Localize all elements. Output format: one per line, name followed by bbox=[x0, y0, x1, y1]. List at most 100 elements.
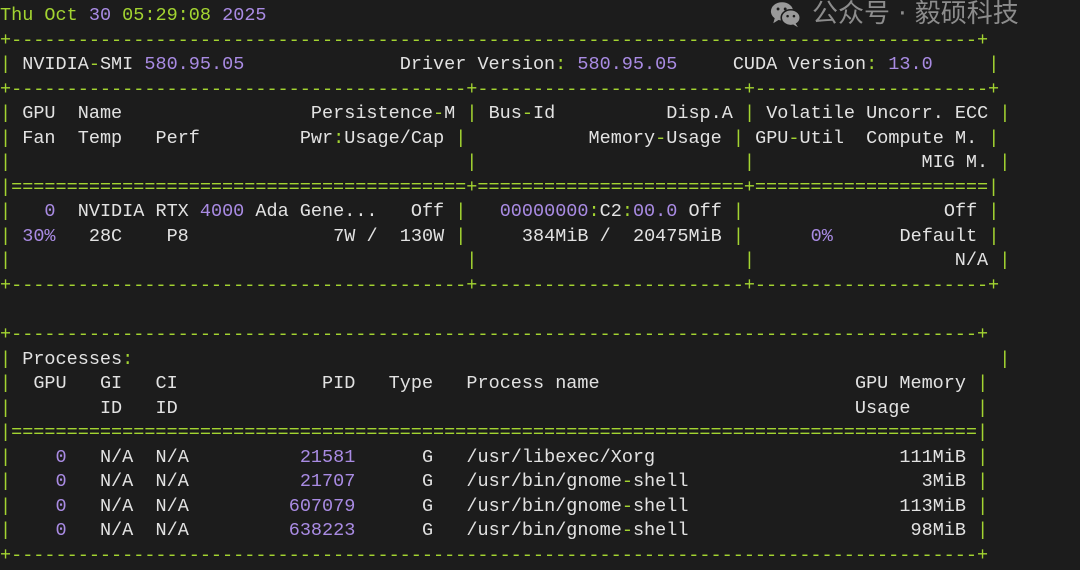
process-rows: | 0 N/A N/A 21581 G /usr/libexec/Xorg 11… bbox=[0, 446, 1010, 544]
gpu-persistence: Off bbox=[410, 201, 445, 223]
proc-header-mem: GPU Memory bbox=[854, 373, 966, 395]
gpu-header-row-2: | Fan Temp Perf Pwr:Usage/Cap | Memory-U… bbox=[0, 127, 1000, 149]
process-pid: 21707 bbox=[299, 471, 356, 493]
header-ecc: Volatile Uncorr. ECC bbox=[766, 103, 989, 125]
process-row: | 0 N/A N/A 638223 G /usr/bin/gnome-shel… bbox=[0, 520, 989, 542]
header-compute: Compute M. bbox=[866, 127, 978, 149]
gpu-pwr-cap: 130W bbox=[399, 225, 445, 247]
process-gpu: 0 bbox=[55, 446, 67, 468]
driver-label: Driver Version: bbox=[399, 54, 567, 76]
gpu-ecc: Off bbox=[943, 201, 978, 223]
process-type: G bbox=[421, 471, 434, 493]
proc-header-ci-id: ID bbox=[155, 397, 178, 419]
gpu-disp: Off bbox=[688, 201, 722, 223]
process-pid: 607079 bbox=[288, 495, 356, 517]
gpu-row-2: | 30% 28C P8 7W / 130W | 384MiB / 20475M… bbox=[0, 225, 1000, 247]
header-mig: MIG M. bbox=[921, 152, 989, 174]
proc-header-gi-id: ID bbox=[99, 397, 123, 419]
timestamp: Thu Oct 30 05:29:08 2025 bbox=[0, 5, 267, 26]
process-type: G bbox=[421, 520, 434, 542]
process-name: /usr/bin/gnome-shell bbox=[466, 471, 689, 493]
process-ci: N/A bbox=[155, 446, 189, 468]
table-border: +---------------------------------------… bbox=[0, 29, 989, 51]
table-border: |=======================================… bbox=[0, 422, 989, 444]
gpu-temp: 28C bbox=[88, 225, 123, 247]
smi-version: 580.95.05 bbox=[144, 54, 245, 76]
process-gi: N/A bbox=[99, 495, 134, 517]
process-gpu: 0 bbox=[55, 520, 67, 542]
process-ci: N/A bbox=[155, 471, 189, 493]
process-type: G bbox=[421, 495, 434, 517]
gpu-bus-id: 00000000:C2:00.0 bbox=[499, 201, 678, 223]
gpu-mem-total: 20475MiB bbox=[632, 225, 722, 247]
gpu-mem-used: 384MiB bbox=[521, 225, 589, 247]
smi-label: NVIDIA-SMI bbox=[22, 54, 134, 76]
header-bus-id: Bus-Id bbox=[488, 103, 556, 125]
process-name: /usr/libexec/Xorg bbox=[466, 446, 656, 468]
process-memory: 3MiB bbox=[921, 471, 967, 493]
watermark-text: 公众号 · 毅硕科技 bbox=[812, 0, 1019, 29]
header-memory: Memory-Usage bbox=[588, 127, 722, 149]
header-fan: Fan bbox=[22, 127, 56, 149]
gpu-perf: P8 bbox=[166, 225, 189, 247]
cuda-label: CUDA Version: bbox=[732, 54, 878, 76]
terminal-output: Thu Oct 30 05:29:08 2025 +--------------… bbox=[0, 4, 1010, 569]
table-border: +---------------------------------------… bbox=[0, 78, 1000, 100]
process-name: /usr/bin/gnome-shell bbox=[466, 520, 689, 542]
header-gpu: GPU bbox=[22, 103, 56, 125]
table-border: +---------------------------------------… bbox=[0, 275, 1000, 297]
processes-title-row: | Processes: | bbox=[0, 348, 1011, 370]
timestamp-line: Thu Oct 30 05:29:08 2025 bbox=[0, 4, 1010, 29]
table-border: |=======================================… bbox=[0, 176, 1000, 198]
process-row: | 0 N/A N/A 21707 G /usr/bin/gnome-shell… bbox=[0, 471, 989, 493]
header-perf: Perf bbox=[155, 127, 200, 149]
processes-header-row-2: | ID ID Usage | bbox=[0, 397, 989, 419]
process-type: G bbox=[421, 446, 434, 468]
process-row: | 0 N/A N/A 607079 G /usr/bin/gnome-shel… bbox=[0, 495, 989, 517]
process-ci: N/A bbox=[155, 520, 189, 542]
process-gpu: 0 bbox=[55, 471, 67, 493]
gpu-index: 0 bbox=[44, 201, 56, 223]
proc-header-ci: CI bbox=[155, 373, 178, 395]
process-gi: N/A bbox=[99, 520, 134, 542]
processes-header-row-1: | GPU GI CI PID Type Process name GPU Me… bbox=[0, 373, 989, 395]
header-disp: Disp.A bbox=[666, 103, 733, 125]
gpu-mig: N/A bbox=[954, 250, 989, 272]
proc-header-gi: GI bbox=[99, 373, 123, 395]
proc-header-pid: PID bbox=[322, 373, 356, 395]
process-gpu: 0 bbox=[55, 495, 67, 517]
header-persistence: Persistence-M bbox=[310, 103, 456, 125]
process-row: | 0 N/A N/A 21581 G /usr/libexec/Xorg 11… bbox=[0, 446, 989, 468]
process-pid: 638223 bbox=[288, 520, 356, 542]
header-util: GPU-Util bbox=[755, 127, 844, 149]
table-border: +---------------------------------------… bbox=[0, 324, 989, 346]
gpu-fan: 30% bbox=[22, 225, 56, 247]
proc-header-usage: Usage bbox=[854, 397, 911, 419]
process-memory: 111MiB bbox=[899, 446, 966, 468]
gpu-util: 0% bbox=[810, 225, 833, 247]
gpu-header-row-3: | | | MIG M. | bbox=[0, 152, 1011, 174]
gpu-name: NVIDIA RTX 4000 Ada Gene... bbox=[77, 201, 378, 223]
process-gi: N/A bbox=[99, 471, 134, 493]
process-name: /usr/bin/gnome-shell bbox=[466, 495, 689, 517]
cuda-version: 13.0 bbox=[888, 54, 933, 76]
driver-version: 580.95.05 bbox=[577, 54, 678, 76]
smi-header-row: | NVIDIA-SMI 580.95.05 Driver Version: 5… bbox=[0, 54, 1000, 76]
header-temp: Temp bbox=[77, 127, 123, 149]
header-name: Name bbox=[77, 103, 123, 125]
process-memory: 98MiB bbox=[910, 520, 967, 542]
header-pwr: Pwr:Usage/Cap bbox=[299, 127, 445, 149]
proc-header-gpu: GPU bbox=[33, 373, 67, 395]
process-gi: N/A bbox=[99, 446, 134, 468]
gpu-row-3: | | | N/A | bbox=[0, 250, 1011, 272]
process-ci: N/A bbox=[155, 495, 189, 517]
proc-header-name: Process name bbox=[466, 373, 600, 395]
process-memory: 113MiB bbox=[899, 495, 967, 517]
watermark: 公众号 · 毅硕科技 bbox=[770, 1, 1019, 28]
wechat-icon bbox=[770, 2, 802, 28]
process-pid: 21581 bbox=[299, 446, 356, 468]
processes-title: Processes: bbox=[22, 348, 134, 370]
gpu-header-row-1: | GPU Name Persistence-M | Bus-Id Disp.A… bbox=[0, 103, 1011, 125]
gpu-pwr-usage: 7W bbox=[333, 225, 356, 247]
gpu-row-1: | 0 NVIDIA RTX 4000 Ada Gene... Off | 00… bbox=[0, 201, 1000, 223]
